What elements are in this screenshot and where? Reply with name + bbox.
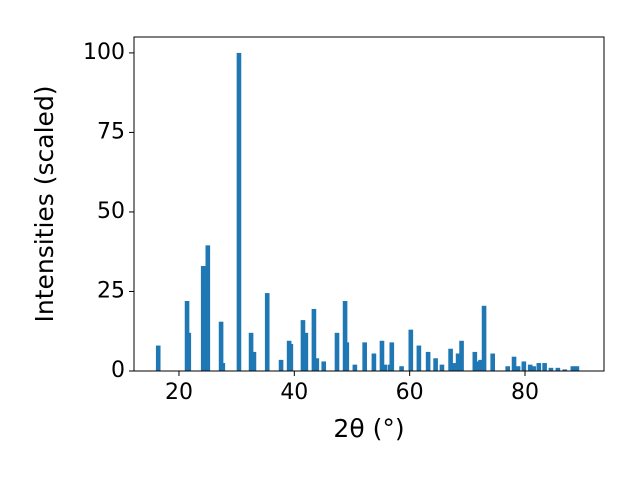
bar bbox=[481, 305, 487, 371]
bar bbox=[505, 366, 510, 371]
x-tick-label: 40 bbox=[280, 380, 308, 405]
bar bbox=[562, 369, 568, 371]
plot-frame bbox=[133, 36, 605, 372]
bar bbox=[362, 342, 367, 371]
y-tick-label: 25 bbox=[97, 278, 125, 303]
bar bbox=[311, 308, 317, 371]
bar bbox=[531, 366, 536, 371]
bar bbox=[570, 366, 576, 371]
y-tick-label: 100 bbox=[83, 40, 125, 65]
bar bbox=[344, 342, 350, 371]
bar bbox=[264, 293, 270, 371]
bar bbox=[389, 342, 395, 371]
bar bbox=[555, 367, 561, 371]
bar bbox=[342, 301, 348, 371]
bar bbox=[451, 363, 457, 371]
bar bbox=[459, 340, 464, 371]
bar bbox=[236, 52, 242, 372]
bar bbox=[433, 358, 438, 371]
bar bbox=[521, 361, 527, 371]
bar bbox=[248, 332, 254, 371]
bar bbox=[300, 320, 306, 371]
bar bbox=[542, 363, 547, 371]
y-axis-label: Intensities (scaled) bbox=[30, 85, 59, 322]
bar bbox=[475, 361, 481, 371]
bar bbox=[515, 366, 521, 371]
bar bbox=[314, 358, 320, 371]
bar bbox=[527, 364, 533, 371]
bar bbox=[548, 367, 554, 371]
x-axis-label: 2θ (°) bbox=[333, 414, 404, 443]
bar bbox=[186, 332, 192, 371]
bar bbox=[220, 363, 226, 371]
bar bbox=[278, 359, 284, 371]
bar bbox=[371, 353, 377, 371]
bar bbox=[205, 245, 211, 371]
bar bbox=[303, 332, 309, 371]
bar bbox=[439, 364, 445, 371]
bar bbox=[455, 353, 461, 371]
bar bbox=[218, 321, 224, 371]
x-tick-label: 20 bbox=[165, 380, 193, 405]
bar bbox=[288, 343, 294, 371]
bar bbox=[155, 345, 161, 371]
bar bbox=[379, 340, 385, 371]
bar bbox=[321, 361, 327, 371]
bar bbox=[251, 351, 257, 371]
y-tick-label: 50 bbox=[97, 199, 125, 224]
bar bbox=[490, 353, 496, 371]
y-tick-label: 75 bbox=[97, 119, 125, 144]
bar bbox=[478, 359, 483, 371]
bar bbox=[408, 329, 414, 371]
x-tick-label: 80 bbox=[511, 380, 539, 405]
y-tick-label: 0 bbox=[111, 358, 125, 383]
bar bbox=[202, 294, 208, 371]
bar bbox=[334, 332, 340, 371]
bar bbox=[472, 351, 478, 371]
x-tick-label: 60 bbox=[396, 380, 424, 405]
bar bbox=[416, 345, 422, 371]
bar bbox=[536, 363, 542, 371]
bar bbox=[511, 356, 517, 371]
bar bbox=[399, 366, 404, 371]
bar bbox=[448, 348, 453, 371]
bar bbox=[382, 364, 388, 371]
bar bbox=[352, 364, 358, 371]
bar bbox=[425, 351, 431, 371]
bar bbox=[574, 366, 580, 371]
